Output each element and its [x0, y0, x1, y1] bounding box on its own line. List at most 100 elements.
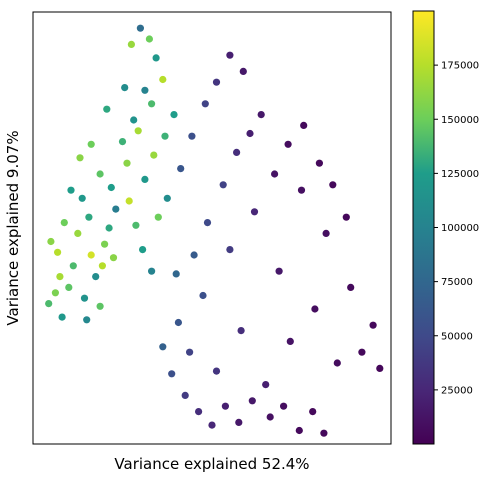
data-point [186, 348, 194, 356]
data-point [233, 148, 241, 156]
data-point [170, 111, 178, 119]
data-point [54, 248, 62, 256]
data-point [208, 421, 216, 429]
data-point [130, 116, 138, 124]
data-point [181, 391, 189, 399]
data-point [369, 321, 377, 329]
colorbar-tick-label: 150000 [441, 115, 479, 126]
data-point [333, 359, 341, 367]
data-point [69, 262, 77, 270]
data-point [347, 283, 355, 291]
data-point [161, 132, 169, 140]
data-point [284, 140, 292, 148]
data-point [376, 364, 384, 372]
data-point [134, 127, 142, 135]
plot-frame [32, 11, 392, 445]
data-point [159, 75, 167, 84]
data-point [145, 35, 153, 43]
data-point [248, 397, 256, 405]
data-point [322, 229, 330, 237]
data-point [87, 140, 95, 148]
data-point [45, 300, 53, 308]
data-point [250, 208, 259, 216]
data-point [141, 175, 149, 183]
data-point [103, 105, 111, 113]
data-point [239, 67, 247, 75]
data-point [148, 267, 156, 275]
data-point [320, 429, 328, 437]
data-point [123, 159, 131, 167]
data-point [121, 84, 129, 92]
colorbar-tick-label: 75000 [441, 277, 473, 288]
colorbar-ticks: 25000 50000 75000 100000 125000 150000 175000 [434, 61, 479, 396]
scatter-points [45, 24, 384, 437]
data-point [226, 246, 234, 254]
data-point [118, 138, 127, 146]
data-point [177, 165, 185, 173]
data-point [297, 186, 306, 194]
data-point [190, 251, 198, 259]
data-point [315, 159, 323, 167]
data-point [309, 408, 317, 416]
data-point [87, 251, 95, 259]
data-point [141, 86, 149, 94]
data-point [109, 254, 118, 262]
data-point [172, 270, 180, 278]
colorbar [413, 11, 434, 444]
data-point [92, 273, 100, 281]
colorbar-tick-label: 25000 [441, 385, 473, 396]
data-point [271, 170, 279, 178]
data-point [342, 213, 350, 221]
data-point [60, 219, 68, 227]
data-point [168, 370, 176, 378]
data-point [219, 181, 227, 189]
data-point [300, 121, 308, 129]
data-point [98, 262, 106, 270]
data-point [67, 186, 75, 194]
data-point [105, 224, 113, 232]
data-point [148, 100, 156, 108]
data-point [101, 240, 109, 248]
data-point [152, 54, 160, 62]
data-point [235, 418, 243, 426]
data-point [159, 343, 167, 351]
data-point [295, 426, 303, 435]
data-point [154, 213, 162, 221]
data-point [58, 313, 66, 321]
data-point [262, 381, 270, 389]
data-point [127, 40, 135, 49]
data-point [125, 197, 133, 205]
data-point [257, 111, 265, 119]
data-point [74, 229, 82, 237]
colorbar-tick-label: 175000 [441, 61, 479, 72]
data-point [132, 221, 140, 229]
data-point [212, 367, 221, 375]
data-point [203, 219, 212, 227]
data-point [83, 316, 91, 324]
data-point [96, 302, 104, 310]
data-point [78, 194, 86, 202]
data-point [150, 151, 158, 159]
data-point [188, 132, 196, 140]
data-point [221, 402, 229, 410]
data-point [96, 170, 104, 178]
data-point [329, 181, 337, 189]
data-point [199, 291, 207, 300]
data-point [136, 24, 144, 32]
colorbar-tick-label: 125000 [441, 169, 479, 180]
data-point [266, 413, 274, 421]
y-axis-label: Variance explained 9.07% [4, 130, 22, 325]
data-point [358, 348, 366, 356]
data-point [237, 327, 245, 335]
data-point [201, 100, 209, 108]
data-point [112, 205, 120, 213]
data-point [85, 213, 93, 221]
data-point [280, 402, 288, 410]
data-point [76, 154, 84, 162]
x-axis-label: Variance explained 52.4% [114, 455, 309, 473]
colorbar-tick-label: 50000 [441, 331, 473, 342]
data-point [163, 194, 171, 202]
data-point [65, 283, 73, 291]
data-point [226, 51, 234, 59]
